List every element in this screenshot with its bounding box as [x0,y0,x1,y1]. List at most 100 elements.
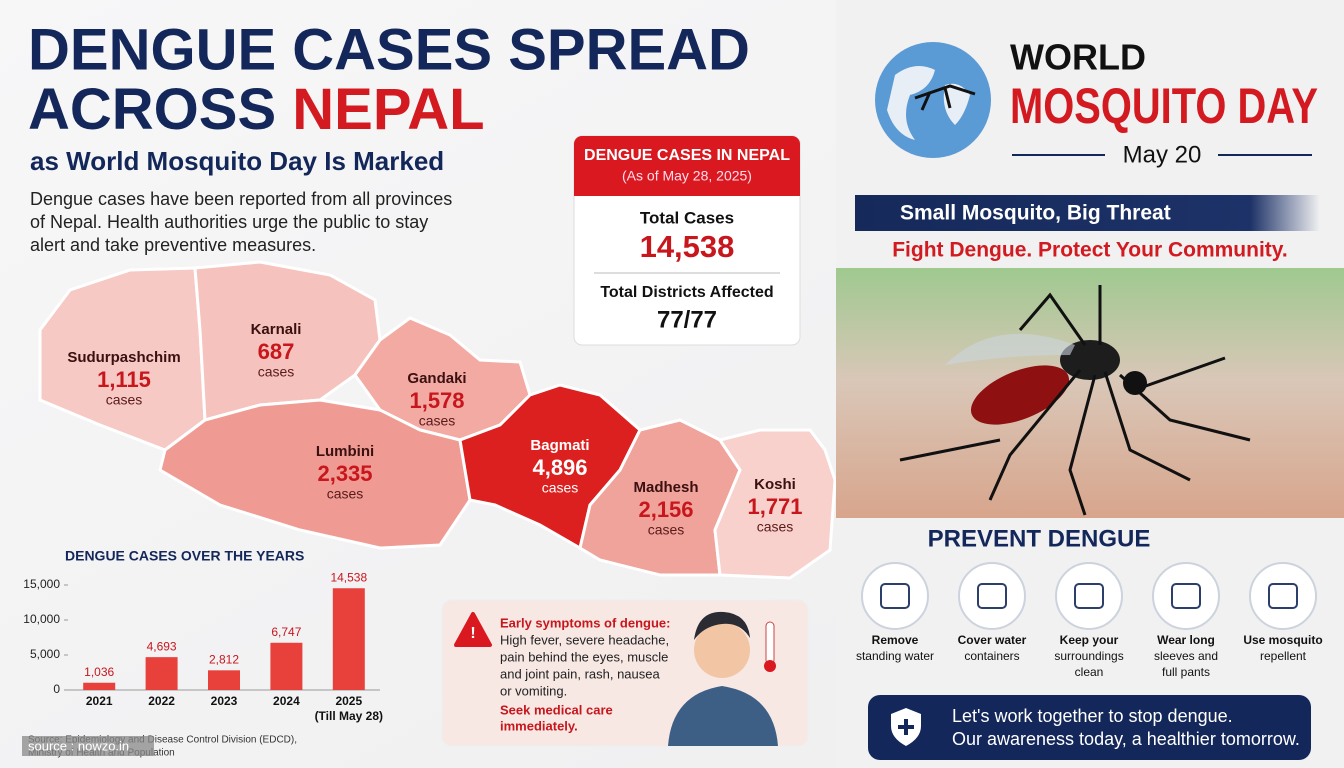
province-name: Koshi [754,476,796,493]
x-tick-label: 2025 [335,694,362,708]
mosquito-legs [899,285,1251,516]
mosquito-wing [945,333,1075,365]
prevent-icon-glyph [977,583,1007,609]
prevent-label: containers [964,649,1019,663]
card-header [574,136,800,196]
province-unit: cases [419,413,456,429]
summary-card: DENGUE CASES IN NEPAL (As of May 28, 202… [573,135,801,346]
prevent-icon-glyph [1074,583,1104,609]
title-highlight: NEPAL [292,77,484,142]
value-label: 4,693 [147,639,177,653]
province-cases: 1,578 [409,388,464,413]
symptoms-line: pain behind the eyes, muscle [500,649,668,664]
value-label: 6,747 [271,625,301,639]
districts-label: Total Districts Affected [600,284,773,301]
warning-icon [454,612,492,647]
province-cases: 2,335 [317,461,372,486]
province-unit: cases [757,519,794,535]
campaign-title: WORLD [1010,37,1146,78]
footer-box [868,695,1311,760]
source-line: Source: Epidemiology and Disease Control… [28,735,297,746]
globe-mosquito [914,84,976,111]
province-cases: 2,156 [638,497,693,522]
bar [145,657,178,690]
total-label: Total Cases [640,208,734,227]
prevent-icon [1249,562,1317,630]
value-label: 1,036 [84,665,114,679]
province-name: Bagmati [530,437,589,454]
prevent-label: full pants [1162,665,1210,679]
subtitle: as World Mosquito Day Is Marked [30,146,444,176]
province-name: Karnali [251,321,302,338]
banner [855,195,1320,231]
symptoms-card: ! Early symptoms of dengue: High fever, s… [441,599,809,747]
symptoms-line: and joint pain, rash, nausea [500,666,660,681]
mosquito-photo [836,268,1344,518]
province-cases: 1,771 [747,494,802,519]
province-name: Gandaki [407,370,466,387]
mosquito-thorax [1060,340,1120,380]
province-unit: cases [542,480,579,496]
campaign-date: May 20 [1123,141,1202,168]
province [713,428,837,580]
prevent-icon [1055,562,1123,630]
globe [875,42,991,158]
total-value: 14,538 [640,229,735,264]
symptoms-line: or vomiting. [500,683,567,698]
y-tick-label: 5,000 [30,647,60,661]
person-hair [694,611,750,640]
prevent-label: Keep your [1060,633,1119,647]
mosquito-abdomen [970,365,1070,425]
value-label: 2,812 [209,652,239,666]
districts-value: 77/77 [657,306,717,333]
x-tick-label: 2022 [148,694,175,708]
x-tick-label: 2024 [273,694,300,708]
prevent-label: Remove [872,633,919,647]
intro-line: of Nepal. Health authorities urge the pu… [30,212,428,232]
province-unit: cases [327,486,364,502]
banner-text: Small Mosquito, Big Threat [900,202,1171,225]
thermometer-bulb [764,660,776,672]
prevent-icon-glyph [1268,583,1298,609]
title-part: ACROSS [28,77,276,142]
thermometer [765,621,775,665]
y-tick-label: 15,000 [23,577,60,591]
person-head [694,622,750,678]
y-tick-label: 0 [53,682,60,696]
category-note: (Till May 28) [315,709,383,723]
province-unit: cases [106,392,143,408]
campaign-title-main: MOSQUITO DAY [1010,78,1318,134]
prevent-label: Use mosquito [1243,633,1322,647]
symptoms-text: Early symptoms of dengue: High fever, sev… [500,615,670,733]
prevent-icon-glyph [1171,583,1201,609]
intro-line: Dengue cases have been reported from all… [30,189,452,209]
prevent-label: clean [1075,665,1104,679]
footer-text: Let's work together to stop dengue. [952,706,1233,726]
x-tick-label: 2021 [86,694,113,708]
bar [83,682,116,690]
chart-title: DENGUE CASES OVER THE YEARS [65,548,304,564]
symptoms-action: Seek medical care [500,702,613,717]
symptoms-line: High fever, severe headache, [500,632,669,647]
prevent-items: Remove standing water Cover water container… [856,562,1323,679]
province-cases: 687 [258,339,295,364]
prevent-label: Wear long [1157,633,1215,647]
globe-land [887,66,970,140]
intro: Dengue cases have been reported from all… [30,189,452,255]
slogan: Fight Dengue. Protect Your Community. [892,239,1288,262]
province-unit: cases [258,364,295,380]
y-tick-label: 10,000 [23,612,60,626]
province-name: Lumbini [316,443,374,460]
shield-cross [898,719,914,735]
prevent-icon [958,562,1026,630]
province-name: Sudurpashchim [67,349,180,366]
bar [332,588,365,690]
prevent-label: sleeves and [1154,649,1218,663]
bar [270,642,303,690]
prevent-icon-glyph [880,583,910,609]
person-body [668,686,778,746]
bar [208,670,240,690]
watermark-bg [22,736,154,756]
bar-chart: 0 5,000 10,000 15,000 1,036 2021 4,693 2022 2,81… [23,570,383,723]
